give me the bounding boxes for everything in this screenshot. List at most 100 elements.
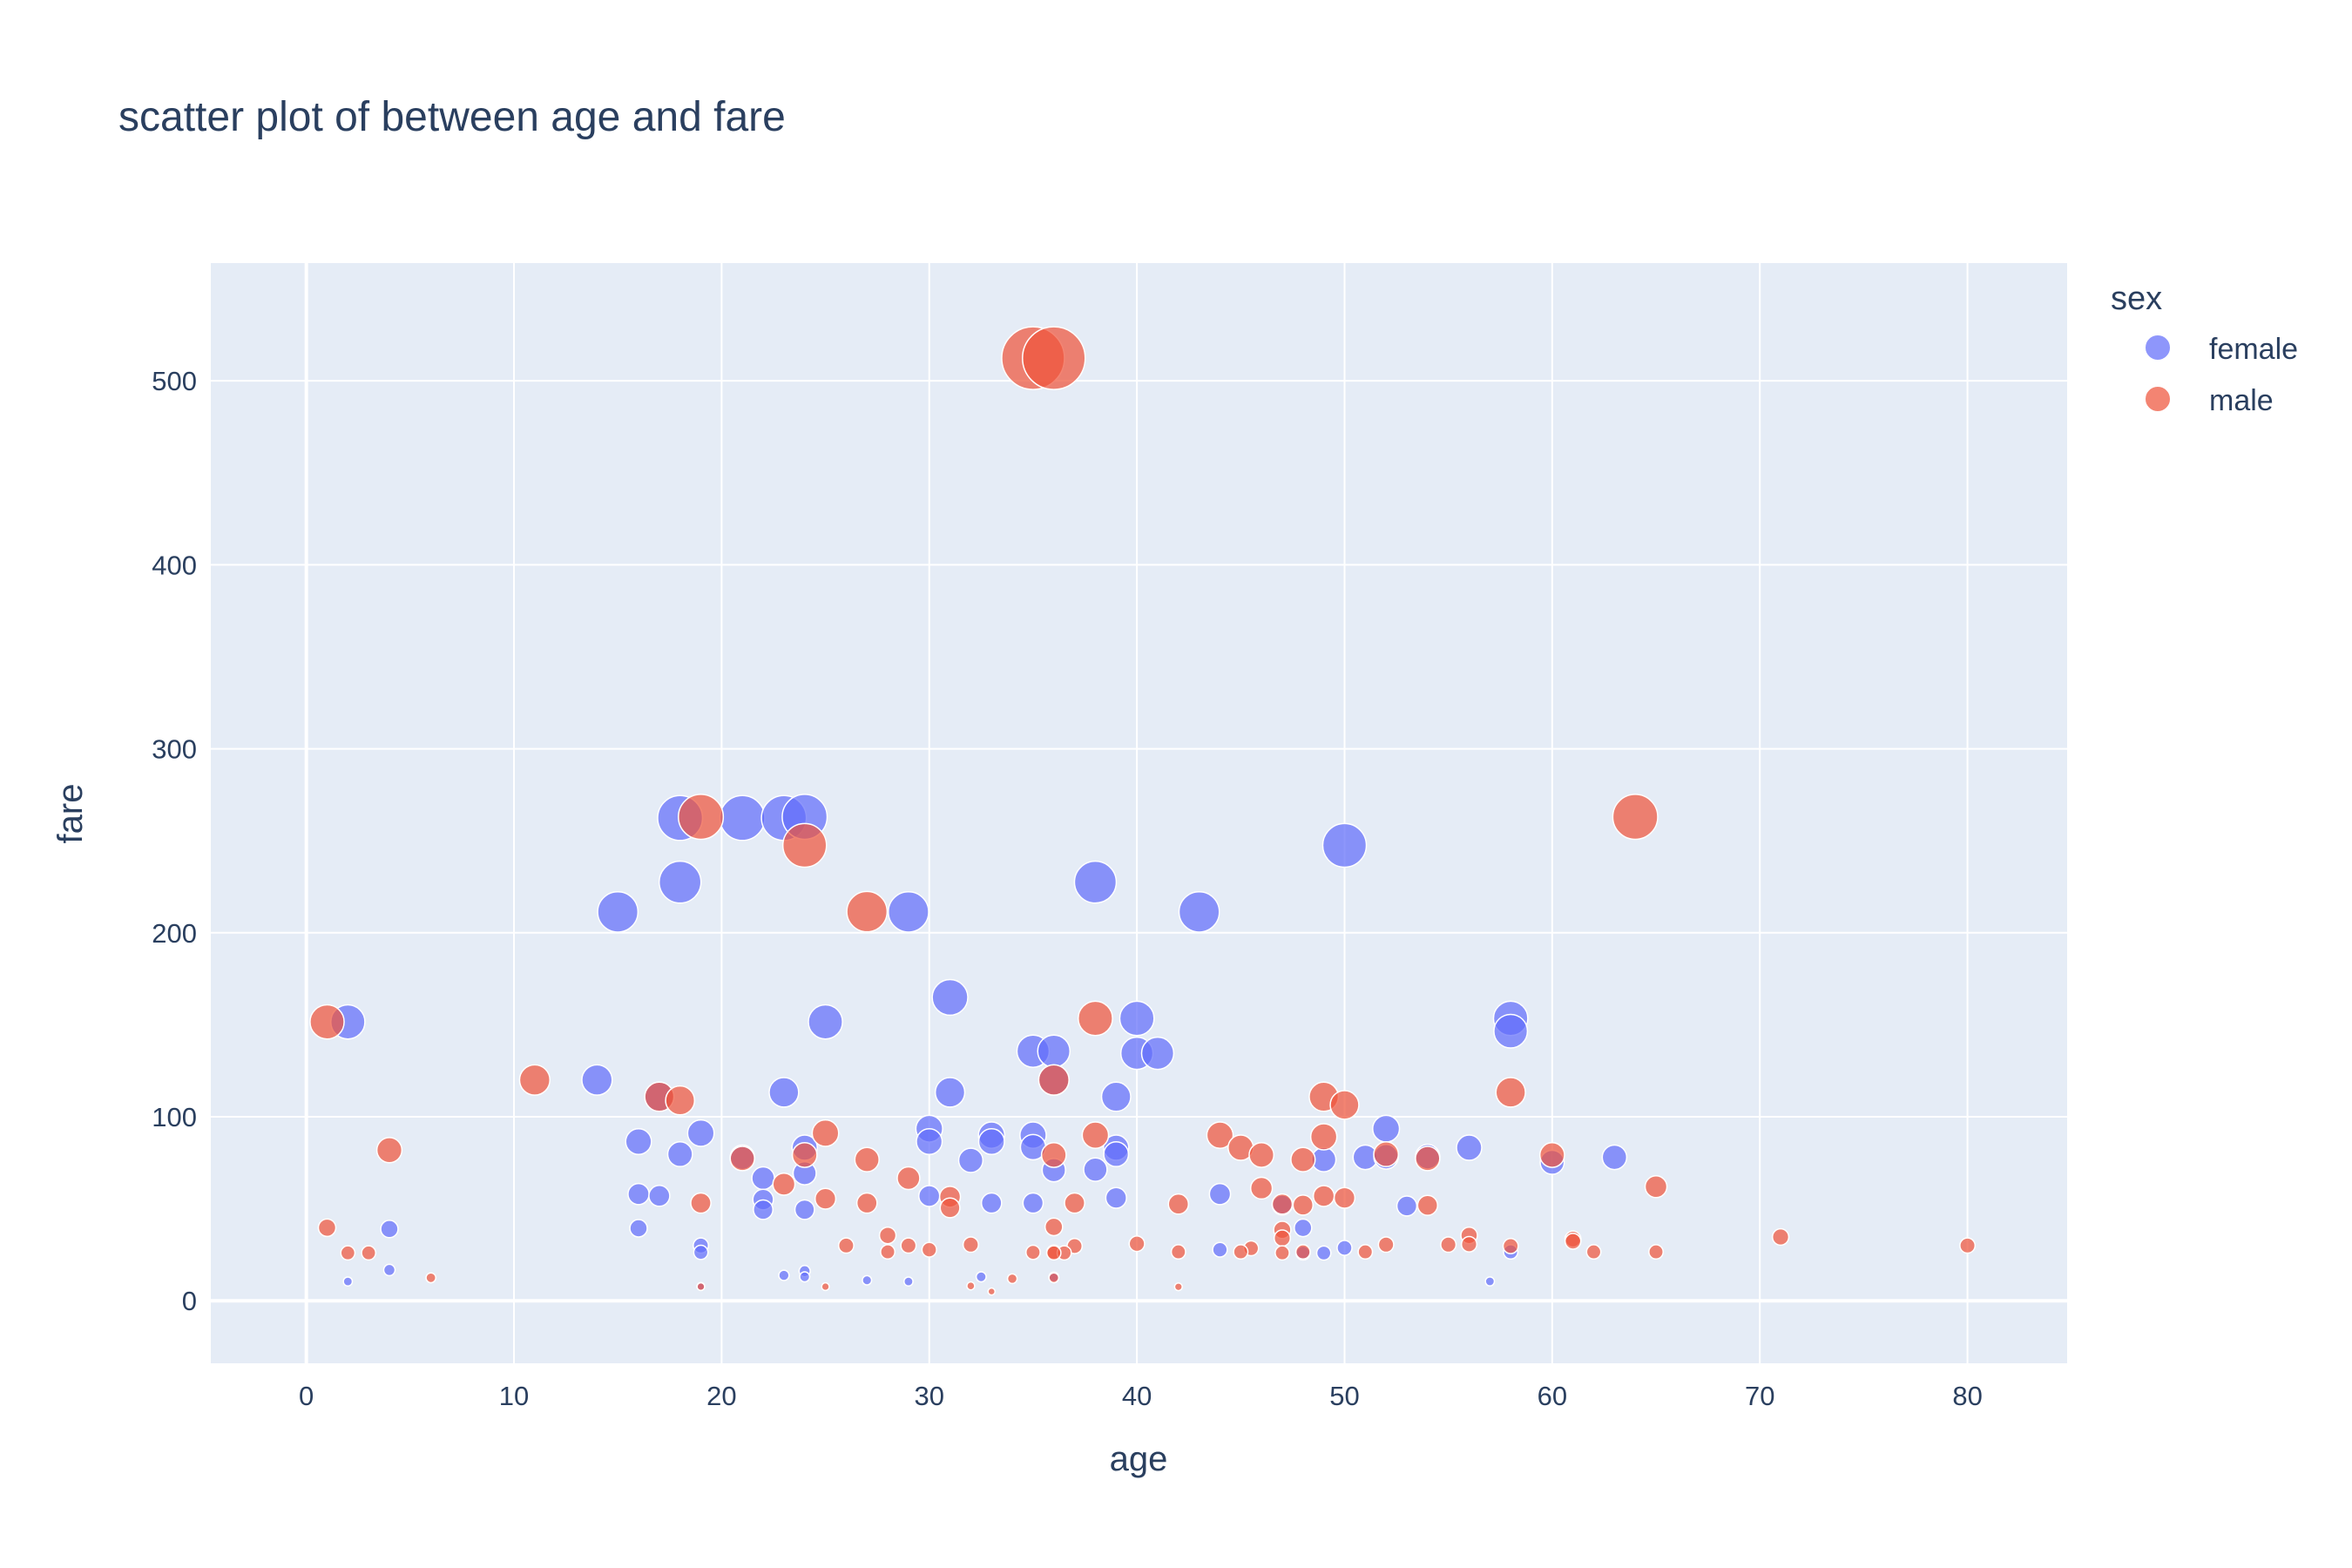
data-point-male [1959,1237,1977,1254]
data-point-male [1048,1272,1060,1284]
y-tick-label: 300 [152,734,197,765]
data-point-female [1493,1013,1529,1049]
y-axis-title: fare [51,784,90,844]
data-point-male [1329,1090,1360,1120]
data-point-female [581,1064,613,1096]
data-point-male [361,1245,377,1261]
data-point-male [1377,1236,1395,1254]
data-point-male [1495,1077,1526,1108]
data-point-female [975,1271,987,1283]
data-point-male [939,1197,961,1219]
x-tick-label: 60 [1538,1381,1567,1411]
data-point-male [1415,1146,1441,1172]
data-point-male [1502,1238,1519,1254]
tick-labels: 0 10 20 30 40 50 60 70 80 0 100 200 300 400 500 [152,366,1983,1411]
data-point-female [1208,1182,1232,1206]
x-tick-label: 50 [1329,1381,1359,1411]
data-point-female [957,1147,984,1173]
data-point-male [1373,1141,1400,1167]
data-point-male [896,1166,921,1191]
data-point-male [1128,1235,1146,1253]
data-point-female [862,1274,873,1286]
data-point-male [1081,1121,1110,1149]
y-tick-label: 0 [182,1286,197,1316]
data-point-male [665,1085,696,1116]
data-points [309,326,1977,1296]
data-point-male [340,1245,356,1261]
y-tick-label: 200 [152,918,197,949]
data-point-female [1396,1195,1418,1217]
data-point-female [1601,1144,1628,1171]
data-point-female [808,1004,843,1040]
data-point-male [821,1281,830,1292]
data-point-male [1585,1244,1602,1260]
data-point-female [888,890,929,933]
data-point-male [1271,1193,1294,1215]
x-tick-label: 80 [1952,1381,1982,1411]
data-point-male [1312,1185,1335,1207]
data-point-male [1644,1175,1668,1199]
data-point-male [1249,1176,1274,1200]
data-point-male [1006,1273,1018,1285]
data-point-male [696,1281,706,1292]
data-point-male [1309,1123,1338,1151]
y-tick-label: 100 [152,1102,197,1132]
data-point-male [781,822,828,868]
data-point-female [1178,890,1220,933]
data-point-female [916,1127,943,1156]
data-point-male [1416,1194,1439,1216]
data-point-male [1045,1245,1062,1261]
data-point-male [772,1172,796,1196]
data-point-female [1022,1192,1044,1214]
legend-title: sex [2111,280,2162,317]
data-point-male [317,1218,337,1238]
data-point-female [597,890,639,933]
data-point-male [1167,1193,1190,1215]
data-point-female [1103,1141,1130,1167]
data-point-female [778,1269,790,1281]
data-point-female [686,1119,715,1147]
data-point-male [375,1137,403,1164]
legend-marker-female [2144,334,2172,362]
data-point-female [1037,1034,1071,1069]
data-point-female [931,978,969,1017]
data-point-female [342,1276,354,1287]
data-point-male [966,1281,976,1291]
y-tick-label: 500 [152,366,197,396]
data-point-male [1333,1186,1356,1209]
data-point-male [1248,1142,1275,1168]
data-point-male [1538,1142,1565,1168]
data-point-male [880,1244,896,1260]
data-point-female [1315,1245,1332,1261]
x-tick-label: 10 [499,1381,529,1411]
data-point-male [1040,1142,1067,1168]
data-point-female [629,1219,648,1238]
legend-marker-male [2144,385,2172,413]
data-point-female [917,1185,941,1207]
data-point-female [794,1199,815,1220]
data-point-female [977,1127,1005,1156]
data-point-female [666,1141,693,1167]
data-point-female [768,1077,800,1108]
data-point-female [693,1244,709,1260]
data-point-female [1119,1000,1155,1037]
y-tick-label: 400 [152,550,197,580]
x-tick-label: 30 [915,1381,944,1411]
chart-title: scatter plot of between age and fare [118,94,786,140]
legend-label-male: male [2209,384,2274,417]
data-point-male [518,1064,551,1096]
data-point-male [1022,326,1086,390]
x-tick-label: 20 [706,1381,736,1411]
data-point-male [1440,1236,1457,1254]
data-point-male [791,1142,818,1168]
data-point-male [814,1187,837,1210]
x-tick-label: 0 [299,1381,314,1411]
data-point-male [678,794,725,841]
data-point-female [380,1220,399,1239]
data-point-female [1484,1276,1496,1287]
data-point-male [1292,1194,1315,1216]
grid-lines [211,263,2067,1363]
data-point-female [980,1192,1003,1214]
data-point-male [1206,1121,1234,1149]
